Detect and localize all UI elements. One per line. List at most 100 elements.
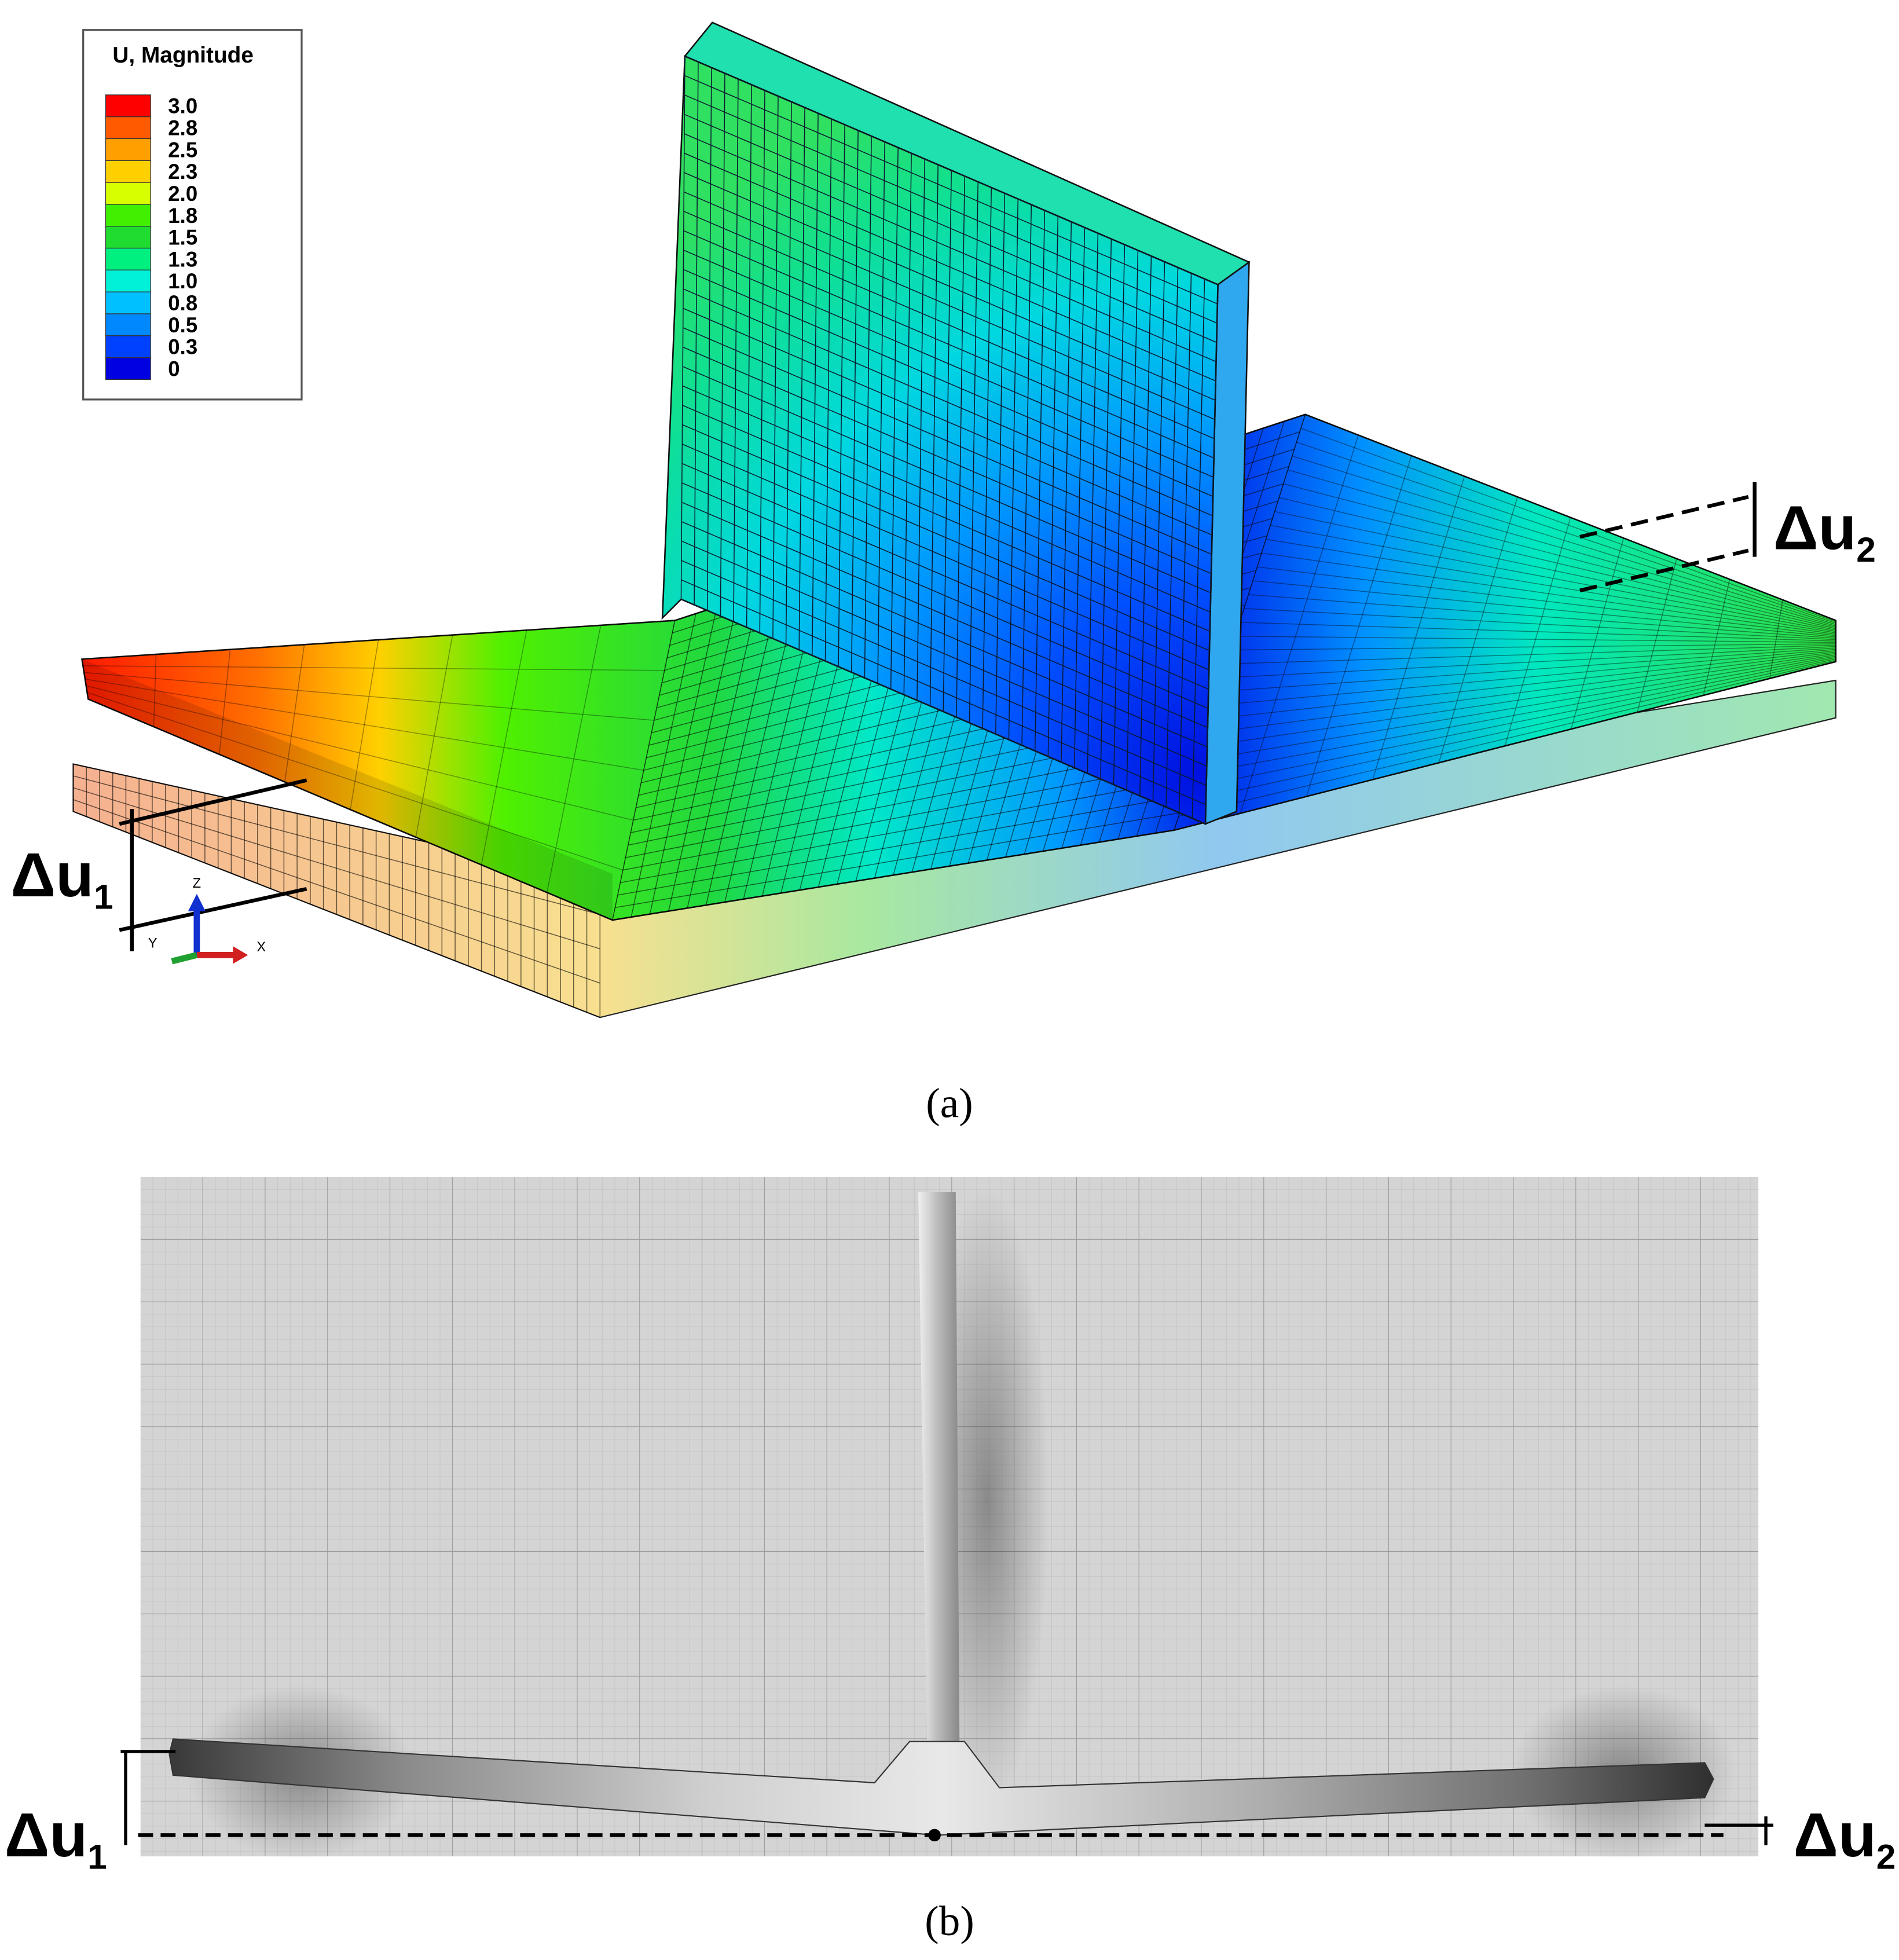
- panel-label: (a): [926, 1080, 973, 1127]
- mesh-line: [1570, 538, 1624, 730]
- mesh-line: [684, 94, 1218, 324]
- mesh-line: [218, 649, 231, 754]
- mesh-line: [681, 560, 1207, 786]
- mesh-line: [684, 133, 1216, 362]
- mesh-line: [683, 211, 1215, 439]
- mesh-line: [684, 113, 1217, 343]
- legend-swatch: [105, 313, 151, 336]
- legend-label: 1.0: [168, 269, 197, 293]
- mesh-line: [81, 659, 89, 699]
- mesh-line: [1218, 647, 1836, 693]
- mesh-line: [84, 672, 654, 721]
- mesh-line: [683, 230, 1214, 459]
- mesh-line: [82, 620, 675, 660]
- marker-line: [119, 778, 307, 826]
- legend-swatch: [105, 357, 151, 380]
- legend-label: 2.3: [168, 160, 197, 184]
- mesh-line: [1248, 594, 1836, 639]
- mesh-line: [681, 521, 1208, 748]
- mesh-line: [1240, 435, 1359, 814]
- mesh-line: [1703, 579, 1731, 696]
- subscript: 2: [1856, 530, 1876, 569]
- mesh-line: [1372, 476, 1465, 780]
- legend-swatch: [105, 291, 151, 314]
- mesh-line: [73, 811, 600, 1018]
- legend-swatch: [105, 182, 151, 205]
- mesh-line: [612, 620, 676, 921]
- mesh-line: [1288, 469, 1836, 627]
- panel-label: (b): [925, 1897, 974, 1944]
- axis-z-head: [188, 893, 206, 911]
- legend-swatch: [105, 116, 151, 140]
- legend-label: 2.0: [168, 182, 197, 206]
- legend-label: 2.8: [168, 116, 197, 140]
- mesh-line: [683, 346, 1212, 574]
- axis-label: Z: [193, 876, 201, 891]
- axis-label: Y: [148, 936, 157, 951]
- mesh-line: [1296, 441, 1836, 624]
- du1-label: Δu1: [5, 1800, 107, 1877]
- deformed-plate-edge: [82, 659, 613, 921]
- subscript: 1: [87, 1837, 107, 1877]
- mesh-line: [683, 269, 1214, 497]
- legend-swatch: [105, 247, 151, 271]
- mesh-line: [83, 665, 665, 671]
- du2-marker: [1579, 482, 1757, 592]
- mesh-line: [85, 679, 644, 771]
- mesh-line: [1292, 455, 1836, 625]
- du1-marker: [120, 1750, 176, 1845]
- mesh-line: [1300, 428, 1836, 622]
- marker-line: [1579, 548, 1749, 592]
- mesh-line: [684, 56, 1218, 285]
- mesh-line: [415, 635, 453, 838]
- mesh-line: [1637, 558, 1677, 713]
- mesh-line: [617, 795, 1186, 896]
- mesh-line: [86, 685, 633, 821]
- mesh-line: [1192, 655, 1836, 775]
- mesh-line: [1196, 654, 1836, 761]
- legend-swatch: [105, 94, 151, 118]
- mesh-line: [350, 639, 379, 810]
- mesh-line: [284, 644, 305, 782]
- legend-swatch: [105, 335, 151, 358]
- mesh-line: [620, 778, 1191, 884]
- mesh-line: [1200, 653, 1836, 748]
- mesh-line: [612, 830, 1175, 921]
- mesh-line: [153, 654, 157, 727]
- legend-swatch: [105, 269, 151, 292]
- mesh-line: [1222, 646, 1836, 679]
- mesh-line: [681, 579, 1207, 805]
- du1-marker: [119, 778, 307, 951]
- mesh-line: [684, 172, 1216, 401]
- legend-label: 0.3: [168, 335, 197, 359]
- tee-specimen: [168, 1738, 1714, 1836]
- mesh-line: [1213, 649, 1836, 706]
- legend-label: 3.0: [168, 94, 197, 118]
- mesh-line: [1769, 599, 1783, 679]
- mesh-line: [73, 799, 600, 984]
- mesh-line: [684, 152, 1216, 382]
- marker-line: [119, 886, 307, 932]
- mesh-line: [1178, 660, 1836, 817]
- mesh-line: [1209, 650, 1836, 720]
- web: [918, 1192, 960, 1742]
- mesh-line: [615, 812, 1180, 908]
- mesh-line: [1266, 538, 1836, 633]
- reference-point: [928, 1829, 941, 1842]
- legend-swatch: [105, 226, 151, 249]
- mesh-line: [1244, 608, 1836, 640]
- mesh-line: [682, 424, 1210, 651]
- mesh-line: [1283, 483, 1836, 628]
- mesh-line: [1204, 651, 1836, 734]
- legend-swatch: [105, 160, 151, 183]
- mesh-line: [1240, 622, 1836, 642]
- du2-label: Δu2: [1773, 493, 1876, 570]
- mesh-line: [1257, 566, 1836, 636]
- legend-swatch: [105, 138, 151, 161]
- mesh-line: [1231, 643, 1836, 651]
- axis-x-head: [233, 946, 248, 964]
- legend-label: 0: [168, 357, 179, 380]
- mesh-line: [683, 327, 1212, 555]
